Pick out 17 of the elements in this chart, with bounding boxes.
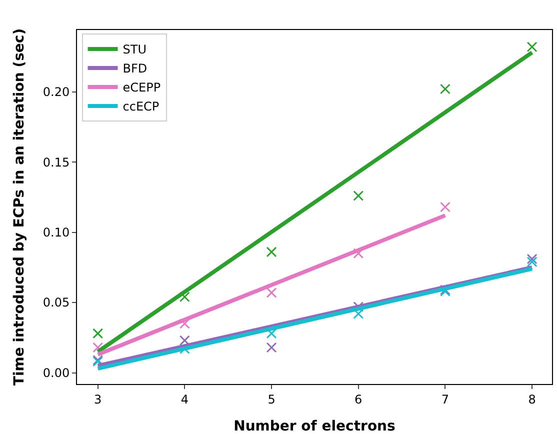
legend-label: BFD [122, 62, 148, 76]
x-axis-title: Number of electrons [234, 418, 396, 435]
x-tick-label: 7 [441, 392, 450, 406]
y-tick-label: 0.10 [42, 225, 70, 240]
x-tick-label: 8 [528, 392, 536, 406]
y-tick-label: 0.15 [42, 155, 70, 170]
x-tick-label: 5 [268, 392, 276, 406]
legend-label: STU [122, 42, 146, 57]
y-tick-label: 0.20 [42, 85, 70, 100]
legend-label: ccECP [122, 100, 160, 114]
y-tick-label: 0.05 [42, 296, 70, 310]
x-tick-label: 6 [354, 392, 362, 406]
legend-label: eCEPP [122, 80, 161, 95]
y-axis-title: Time introduced by ECPs in an iteration (sec) [11, 28, 28, 386]
y-tick-label: 0.00 [42, 366, 70, 380]
x-tick-label: 4 [180, 392, 188, 406]
x-tick-label: 3 [94, 392, 102, 406]
